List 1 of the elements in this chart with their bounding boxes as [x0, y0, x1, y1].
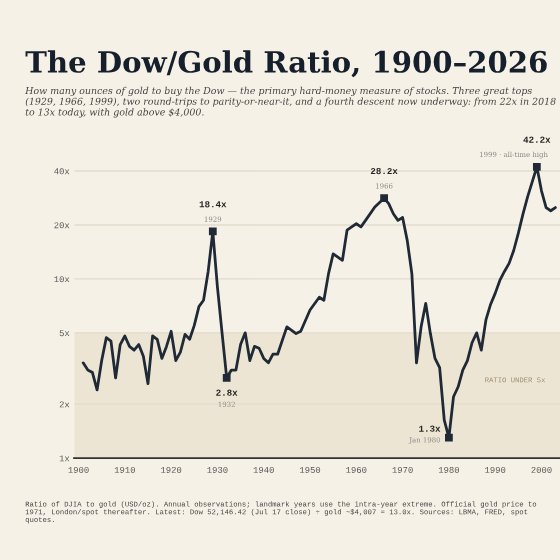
chart-title: The Dow/Gold Ratio, 1900–2026 — [25, 50, 547, 78]
